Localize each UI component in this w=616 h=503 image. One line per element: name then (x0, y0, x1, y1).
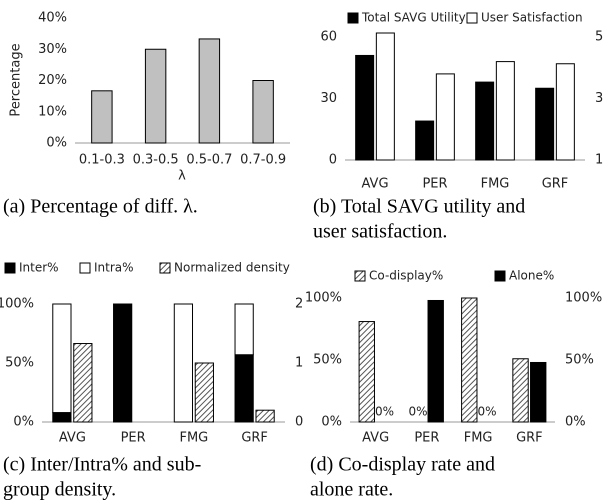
x-tick-label: AVG (362, 431, 389, 446)
x-axis-title: λ (178, 169, 186, 184)
y-tick-label: 30 (320, 91, 337, 106)
bar (113, 303, 133, 423)
data-label: 0% (409, 405, 428, 419)
bar (427, 299, 444, 423)
data-label: 0% (477, 405, 496, 419)
legend-label: Alone% (509, 269, 554, 283)
y-tick-label: 30% (38, 42, 67, 57)
bar (530, 361, 547, 423)
y2-tick-label: 0 (295, 415, 303, 430)
y-tick-label: 0% (46, 136, 67, 151)
legend-swatch (79, 262, 91, 274)
x-tick-label: AVG (59, 431, 86, 446)
legend-label: Total SAVG Utility (361, 11, 466, 25)
bar (234, 303, 254, 356)
data-label: 0% (375, 405, 394, 419)
y2-tick-label: 3 (595, 91, 603, 106)
x-tick-label: GRF (542, 177, 569, 192)
bar (461, 297, 478, 423)
bar (144, 48, 167, 144)
caption: group density. (3, 479, 116, 501)
y2-tick-label: 1 (595, 153, 603, 168)
legend-label: Normalized density (174, 261, 290, 275)
y-axis-title: Percentage (9, 43, 24, 116)
caption: user satisfaction. (313, 221, 447, 243)
bar (234, 354, 254, 423)
y2-tick-label: 0% (565, 415, 586, 430)
x-tick-label: FMG (464, 431, 493, 446)
bar (475, 81, 495, 161)
legend-swatch (494, 270, 506, 282)
bar (52, 303, 72, 414)
bar (252, 80, 274, 144)
x-tick-label: GRF (241, 431, 268, 446)
bar (495, 61, 515, 161)
bar (198, 38, 221, 144)
y2-tick-label: 5 (595, 30, 603, 45)
y2-tick-label: 100% (565, 291, 602, 306)
x-tick-label: 0.3-0.5 (133, 153, 179, 168)
caption: (b) Total SAVG utility and (313, 196, 525, 218)
caption: alone rate. (310, 479, 393, 501)
y2-tick-label: 50% (565, 353, 594, 368)
x-tick-label: GRF (516, 431, 543, 446)
bar (358, 321, 375, 423)
y-tick-label: 40% (38, 11, 67, 26)
bar (555, 63, 575, 161)
x-tick-label: AVG (361, 177, 388, 192)
legend-swatch (347, 12, 359, 24)
y-tick-label: 100% (0, 297, 34, 312)
x-tick-label: PER (414, 431, 439, 446)
bar (255, 409, 275, 423)
bar (355, 54, 375, 161)
x-tick-label: 0.5-0.7 (186, 153, 232, 168)
legend-label: Co-display% (369, 269, 443, 283)
y-tick-label: 0% (321, 415, 342, 430)
x-tick-label: FMG (481, 177, 510, 192)
legend-label: Inter% (19, 261, 59, 275)
legend-swatch (4, 262, 16, 274)
bar (512, 358, 529, 423)
y2-tick-label: 1 (295, 356, 303, 371)
y-tick-label: 20% (38, 73, 67, 88)
caption: (d) Co-display rate and (310, 454, 495, 476)
x-tick-label: 0.7-0.9 (240, 153, 286, 168)
y-tick-label: 0 (329, 153, 337, 168)
x-tick-label: 0.1-0.3 (79, 153, 125, 168)
y-tick-label: 50% (5, 356, 34, 371)
caption: (a) Percentage of diff. λ. (3, 196, 198, 218)
legend-swatch (354, 270, 366, 282)
bar (375, 32, 395, 161)
x-tick-label: FMG (179, 431, 208, 446)
y-tick-label: 0% (13, 415, 34, 430)
bar (415, 120, 435, 161)
bar (535, 87, 555, 161)
bar (52, 412, 72, 423)
y-tick-label: 50% (313, 353, 342, 368)
legend-swatch (159, 262, 171, 274)
bar (173, 303, 194, 423)
legend-swatch (466, 12, 478, 24)
bar (194, 362, 214, 423)
caption: (c) Inter/Intra% and sub- (3, 454, 201, 476)
bar (91, 90, 113, 144)
y-tick-label: 100% (305, 291, 342, 306)
y-tick-label: 60 (320, 30, 337, 45)
x-tick-label: PER (422, 177, 447, 192)
legend-label: User Satisfaction (481, 11, 583, 25)
legend-label: Intra% (94, 261, 134, 275)
y-tick-label: 10% (38, 104, 67, 119)
bar (435, 73, 455, 161)
x-tick-label: PER (121, 431, 146, 446)
y2-tick-label: 2 (295, 297, 303, 312)
bar (73, 343, 93, 423)
